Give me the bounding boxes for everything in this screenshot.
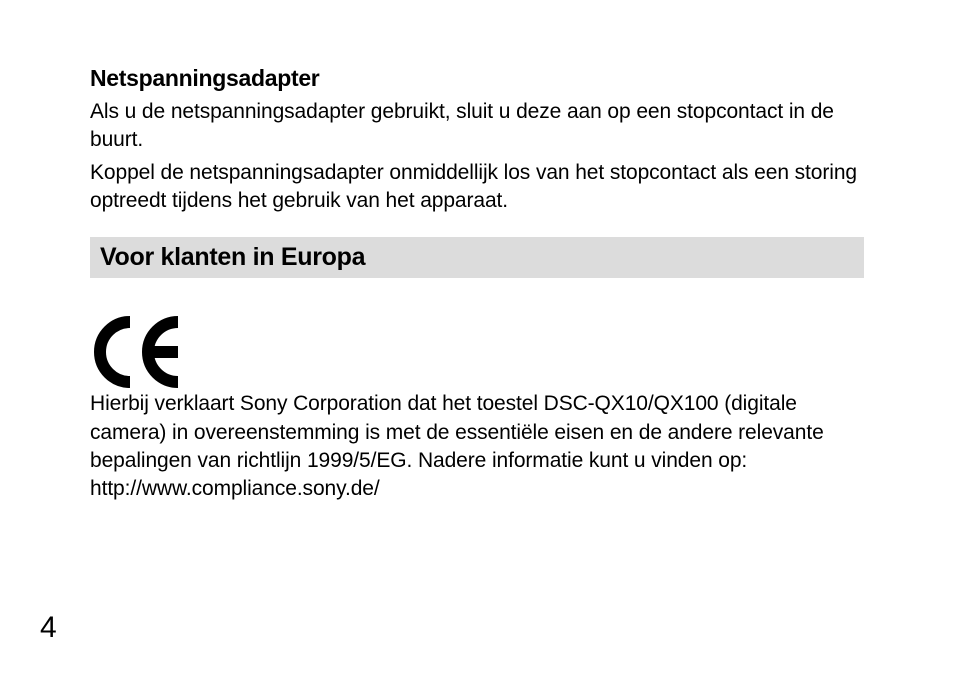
europe-banner-title: Voor klanten in Europa [100, 243, 365, 271]
adapter-paragraph-2: Koppel de netspanningsadapter onmiddelli… [90, 159, 864, 216]
ce-section: Hierbij verklaart Sony Corporation dat h… [90, 316, 864, 503]
europe-banner: Voor klanten in Europa [90, 237, 864, 278]
section-heading-adapter: Netspanningsadapter [90, 65, 864, 92]
ce-mark-icon [90, 316, 864, 388]
adapter-paragraph-1: Als u de netspanningsadapter gebruikt, s… [90, 98, 864, 155]
ce-declaration-text: Hierbij verklaart Sony Corporation dat h… [90, 390, 864, 503]
page-number: 4 [40, 611, 57, 645]
manual-page: Netspanningsadapter Als u de netspanning… [0, 0, 954, 673]
